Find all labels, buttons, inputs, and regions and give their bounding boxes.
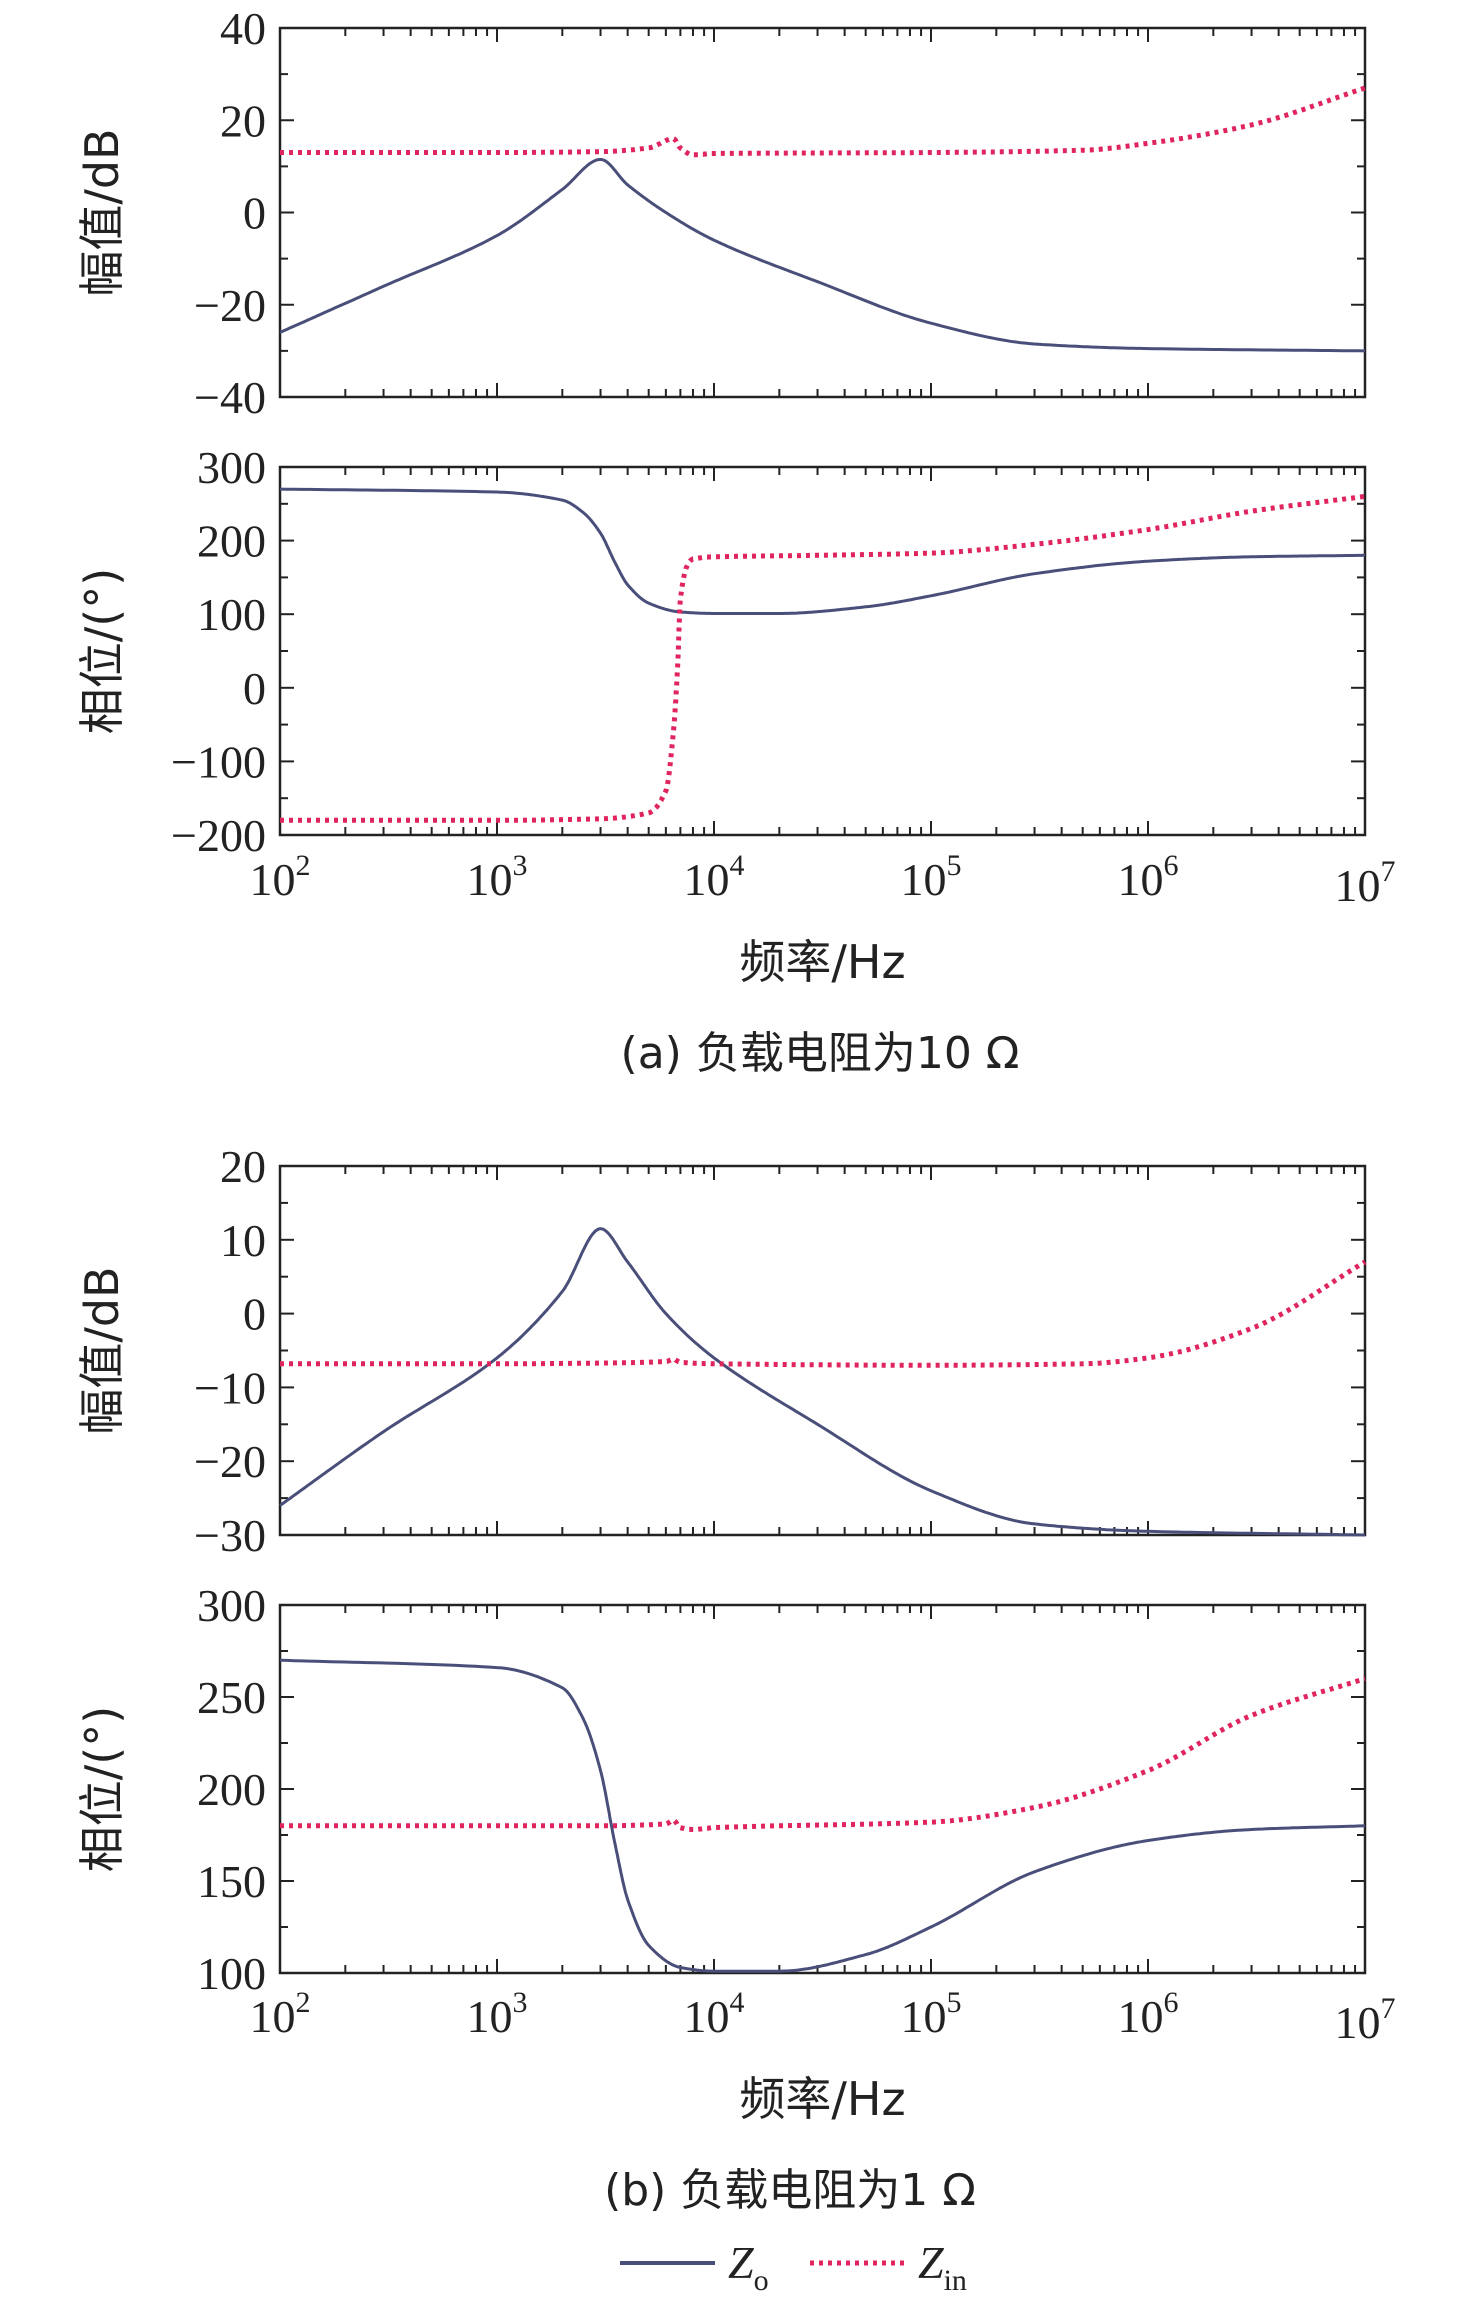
y-tick-label: 300: [197, 1580, 266, 1631]
x-axis-label: 频率/Hz: [739, 2072, 905, 2126]
y-tick-label: 20: [220, 95, 266, 146]
y-tick-label: 0: [243, 188, 266, 239]
caption-b: (b) 负载电阻为1 Ω: [604, 2165, 976, 2216]
y-tick-label: 150: [197, 1856, 266, 1907]
legend: Zo Zin: [620, 2237, 967, 2297]
y-axis-label: 幅值/dB: [75, 128, 129, 296]
x-tick-label: 106: [1118, 1986, 1179, 2042]
legend-label-zin: Zin: [918, 2237, 967, 2297]
series-line-zin: [280, 85, 1366, 158]
y-tick-label: 300: [197, 442, 266, 493]
x-tick-label: 106: [1118, 849, 1179, 905]
series-line-zin: [280, 1676, 1366, 1832]
x-tick-label: 107: [1335, 1992, 1396, 2048]
panels: −40−2002040幅值/dB−200−1000100200300相位/(°)…: [75, 3, 1396, 2126]
plot-frame: [278, 1603, 1367, 1975]
caption-a: (a) 负载电阻为10 Ω: [621, 1028, 1020, 1079]
x-tick-label: 105: [901, 1986, 962, 2042]
x-tick-label: 103: [467, 849, 528, 905]
y-tick-label: 250: [197, 1672, 266, 1723]
x-tick-label: 102: [250, 849, 311, 905]
y-tick-label: 200: [197, 1764, 266, 1815]
y-tick-label: 100: [197, 1948, 266, 1999]
y-tick-label: −30: [194, 1510, 266, 1561]
x-tick-label: 107: [1335, 855, 1396, 911]
x-tick-label: 104: [684, 849, 745, 905]
plot-frame: [278, 1164, 1367, 1537]
y-tick-label: −40: [194, 372, 266, 423]
panel-b-phase: 100 150 200 250 300 相位/(°) 102 103 104 105 106 107 频…: [75, 1580, 1396, 2126]
series-line-zo: [279, 487, 1366, 615]
y-tick-label: 40: [220, 3, 266, 54]
y-tick-label: 0: [243, 663, 266, 714]
series-line-zo: [279, 1658, 1366, 1973]
series-line-zo: [279, 1227, 1366, 1537]
series-line-zo: [279, 158, 1366, 353]
y-tick-label: 200: [197, 516, 266, 567]
y-tick-label: −100: [171, 736, 266, 787]
x-tick-label: 103: [467, 1986, 528, 2042]
y-tick-label: −200: [171, 810, 266, 861]
y-tick-label: 100: [197, 589, 266, 640]
y-tick-label: 0: [243, 1289, 266, 1340]
plot-frame: [278, 26, 1367, 399]
y-tick-label: 20: [220, 1141, 266, 1192]
y-tick-label: −20: [194, 1436, 266, 1487]
x-axis-label: 频率/Hz: [739, 935, 905, 989]
legend-label-zo: Zo: [728, 2237, 769, 2297]
y-tick-label: −20: [194, 280, 266, 331]
y-tick-label: 10: [220, 1215, 266, 1266]
panel-b-magnitude: −30 −20 −10 0 10 20 幅值/dB: [75, 1141, 1367, 1561]
panel-a-phase: −200 −100 0 100 200 300 相位/(°) 102 103 104 105 106 1…: [75, 442, 1396, 989]
y-axis-label: 相位/(°): [75, 1706, 129, 1872]
series-line-zin: [280, 1259, 1367, 1368]
series-line-zin: [280, 493, 1366, 823]
y-tick-label: −10: [194, 1362, 266, 1413]
x-tick-label: 102: [250, 1986, 311, 2042]
y-axis-label: 相位/(°): [75, 568, 129, 734]
x-tick-label: 105: [901, 849, 962, 905]
y-axis-label: 幅值/dB: [75, 1266, 129, 1434]
panel-a-magnitude: −40 −20 0 20 40 幅值/dB: [75, 3, 1367, 423]
x-tick-label: 104: [684, 1986, 745, 2042]
